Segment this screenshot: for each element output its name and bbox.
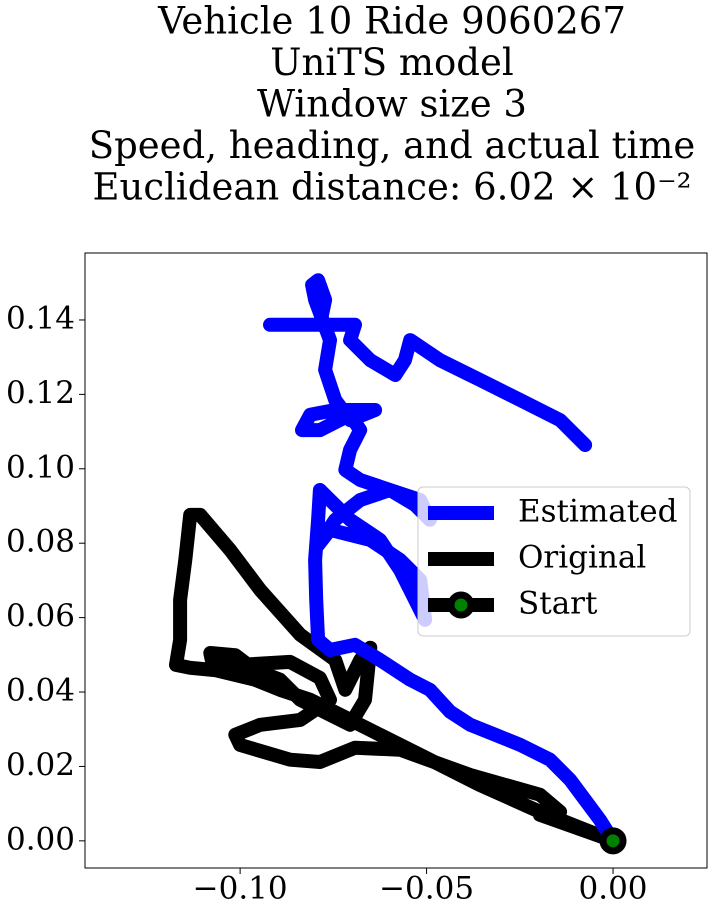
legend-swatch: [447, 591, 475, 619]
chart-title: Speed, heading, and actual time: [89, 124, 696, 167]
y-tick-label: 0.08: [6, 524, 75, 560]
chart-title: Vehicle 10 Ride 9060267: [157, 0, 626, 43]
y-tick-label: 0.10: [6, 449, 75, 485]
chart-title: UniTS model: [270, 41, 513, 84]
y-tick-label: 0.02: [6, 747, 75, 783]
y-tick-label: 0.12: [6, 375, 75, 411]
y-tick-label: 0.04: [6, 673, 75, 709]
axes-frame: [84, 252, 708, 869]
chart-title: Euclidean distance: 6.02 × 10⁻²: [93, 166, 692, 209]
legend-label: Start: [518, 586, 598, 622]
y-tick-label: 0.06: [6, 598, 75, 634]
x-tick-label: −0.05: [379, 871, 474, 907]
x-tick-label: 0.00: [579, 871, 648, 907]
x-tick-label: −0.10: [193, 871, 288, 907]
legend-label: Estimated: [518, 494, 677, 530]
start-marker: [599, 827, 627, 855]
y-tick-label: 0.14: [6, 300, 75, 336]
trajectory-line: [169, 507, 620, 848]
legend-label: Original: [518, 540, 646, 576]
y-tick-label: 0.00: [6, 821, 75, 857]
chart-title: Window size 3: [257, 83, 527, 126]
legend: Estimated Original Start: [417, 486, 691, 637]
